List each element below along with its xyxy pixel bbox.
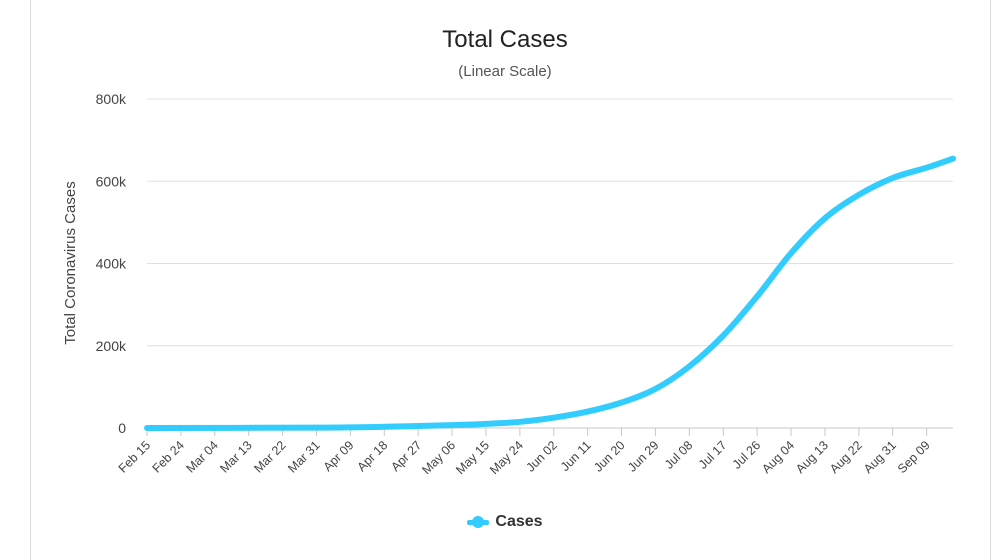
x-tick-label: Mar 13	[217, 438, 254, 475]
legend[interactable]: Cases	[0, 513, 1000, 534]
x-tick-label: Jul 26	[730, 438, 764, 472]
x-tick-label: May 24	[487, 438, 526, 477]
y-axis-ticks: 0 200k 400k 600k 800k	[96, 91, 127, 436]
x-tick-label: Jun 11	[558, 438, 594, 474]
x-tick-label: May 06	[419, 438, 458, 477]
x-tick-label: Jul 17	[696, 438, 730, 472]
x-tick-label: Apr 09	[321, 438, 357, 474]
x-tick-label: Jun 02	[523, 438, 559, 474]
chart-subtitle: (Linear Scale)	[458, 63, 552, 80]
legend-label: Cases	[495, 513, 543, 530]
y-tick-label: 400k	[96, 256, 127, 272]
x-tick-label: Jun 29	[625, 438, 661, 474]
y-axis-label: Total Coronavirus Cases	[62, 181, 79, 344]
x-tick-label: Aug 22	[827, 438, 865, 476]
x-tick-label: Aug 13	[793, 438, 831, 476]
x-tick-label: May 15	[453, 438, 492, 477]
grid-lines	[147, 98, 953, 429]
x-tick-label: Aug 31	[861, 438, 899, 476]
y-tick-label: 600k	[96, 173, 127, 189]
series-line-cases[interactable]	[144, 155, 956, 431]
y-tick-label: 200k	[96, 338, 127, 354]
x-tick-label: Apr 27	[388, 438, 424, 474]
x-tick-label: Mar 31	[285, 438, 322, 475]
x-tick-label: Aug 04	[759, 438, 797, 476]
x-tick-label: Feb 15	[116, 438, 153, 475]
x-tick-label: Mar 22	[251, 438, 288, 475]
chart-title: Total Cases	[442, 26, 568, 53]
legend-item-cases[interactable]: Cases	[467, 513, 543, 531]
y-tick-label: 0	[118, 420, 126, 436]
y-tick-label: 800k	[96, 91, 127, 107]
x-tick-label: Sep 09	[895, 438, 933, 476]
frame-border-right	[990, 0, 991, 560]
x-tick-label: Apr 18	[354, 438, 390, 474]
series-layer	[144, 155, 956, 431]
legend-swatch-icon	[467, 515, 490, 529]
frame-border-left	[30, 0, 31, 560]
x-tick-label: Jul 08	[662, 438, 696, 472]
x-tick-label: Jun 20	[591, 438, 627, 474]
x-tick-label: Feb 24	[150, 438, 187, 475]
x-tick-label: Mar 04	[184, 438, 221, 475]
